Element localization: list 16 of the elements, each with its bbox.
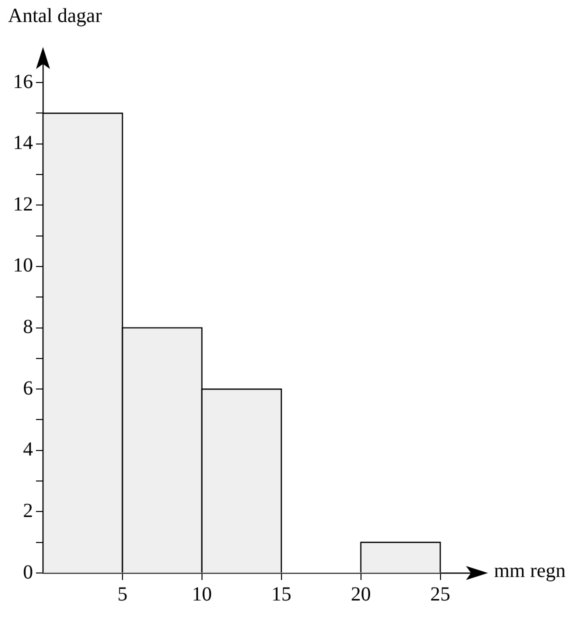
y-tick-label: 0 bbox=[23, 561, 33, 584]
y-tick-label: 6 bbox=[23, 377, 33, 400]
y-tick-label: 16 bbox=[13, 70, 33, 93]
x-tick-label: 10 bbox=[192, 583, 212, 606]
y-tick-label: 14 bbox=[13, 132, 33, 154]
y-tick-label: 2 bbox=[23, 500, 33, 522]
y-tick-label: 10 bbox=[13, 254, 33, 277]
x-tick-label: 25 bbox=[430, 583, 450, 606]
y-tick-label: 12 bbox=[13, 193, 33, 216]
x-tick-label: 5 bbox=[117, 583, 128, 606]
x-tick-label: 15 bbox=[271, 583, 292, 606]
x-tick-label: 20 bbox=[350, 583, 371, 606]
y-axis-title: Antal dagar bbox=[8, 5, 102, 28]
x-axis-title: mm regn bbox=[494, 560, 566, 583]
y-tick-label: 8 bbox=[23, 316, 33, 338]
y-tick-label: 4 bbox=[23, 438, 33, 461]
